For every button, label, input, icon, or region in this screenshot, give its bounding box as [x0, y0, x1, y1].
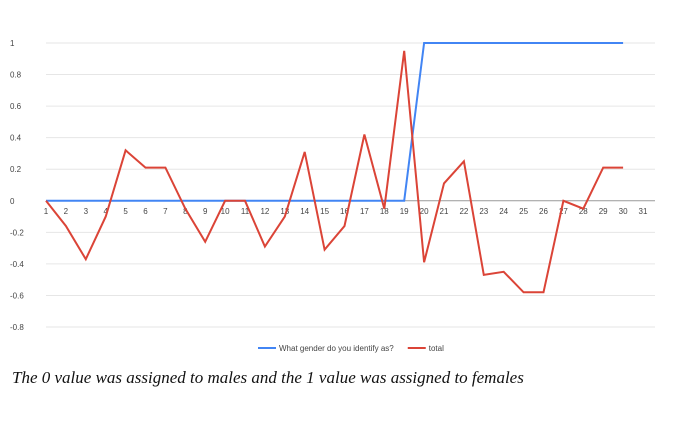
x-tick-label: 26 [539, 207, 548, 216]
y-tick-label: -0.2 [10, 228, 24, 237]
x-tick-label: 17 [360, 207, 369, 216]
x-tick-label: 4 [103, 207, 108, 216]
y-tick-label: 0.8 [10, 71, 22, 80]
x-tick-label: 22 [459, 207, 468, 216]
legend-label-total: total [429, 344, 444, 353]
y-tick-label: -0.8 [10, 323, 24, 332]
x-tick-label: 27 [559, 207, 568, 216]
x-tick-label: 21 [440, 207, 449, 216]
x-tick-label: 2 [64, 207, 69, 216]
legend: What gender do you identify as? total [258, 344, 444, 353]
x-tick-label: 19 [400, 207, 409, 216]
series-line-total [45, 50, 624, 294]
x-tick-label: 31 [639, 207, 648, 216]
x-tick-label: 29 [599, 207, 608, 216]
x-tick-label: 3 [84, 207, 89, 216]
x-tick-label: 8 [183, 207, 188, 216]
x-tick-label: 11 [241, 207, 250, 216]
y-tick-label: -0.4 [10, 260, 24, 269]
x-tick-label: 9 [203, 207, 208, 216]
y-tick-label: 1 [10, 39, 15, 48]
series-line-gender [46, 42, 624, 202]
y-tick-label: 0.6 [10, 102, 22, 111]
y-tick-label: 0 [10, 197, 15, 206]
y-tick-label: 0.4 [10, 134, 22, 143]
legend-label-gender: What gender do you identify as? [279, 344, 394, 353]
x-tick-label: 12 [260, 207, 269, 216]
x-tick-label: 20 [420, 207, 429, 216]
x-tick-label: 30 [619, 207, 628, 216]
x-tick-label: 16 [340, 207, 349, 216]
x-tick-label: 15 [320, 207, 329, 216]
y-tick-label: -0.6 [10, 291, 24, 300]
x-axis-ticks: 1 2 3 4 5 6 7 8 9 10 11 12 13 14 15 16 17 18 19 20 21 22 23 24 2… [44, 207, 648, 216]
y-axis-ticks: 1 0.8 0.6 0.4 0.2 0 -0.2 -0.4 -0.6 -0.8 [10, 39, 24, 332]
chart-caption: The 0 value was assigned to males and th… [12, 368, 524, 387]
x-tick-label: 28 [579, 207, 588, 216]
x-tick-label: 1 [44, 207, 49, 216]
x-tick-label: 13 [280, 207, 289, 216]
gridlines [46, 42, 655, 328]
x-tick-label: 24 [499, 207, 508, 216]
x-tick-label: 25 [519, 207, 528, 216]
x-tick-label: 7 [163, 207, 168, 216]
x-tick-label: 10 [221, 207, 230, 216]
series-lines [45, 42, 624, 294]
x-tick-label: 23 [479, 207, 488, 216]
x-tick-label: 6 [143, 207, 148, 216]
y-tick-label: 0.2 [10, 165, 22, 174]
x-tick-label: 14 [300, 207, 309, 216]
x-tick-label: 5 [123, 207, 128, 216]
x-tick-label: 18 [380, 207, 389, 216]
